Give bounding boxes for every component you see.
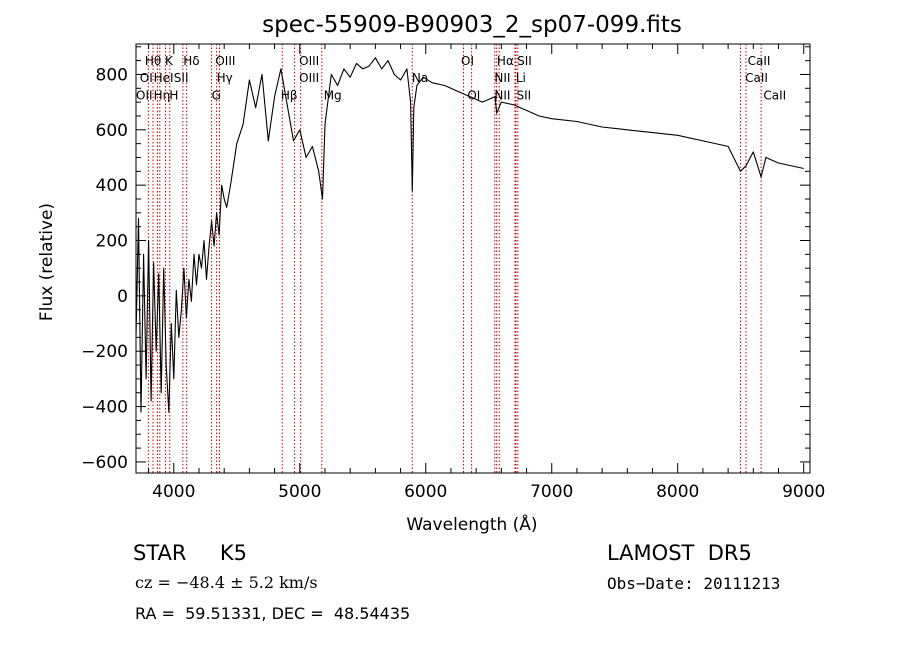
y-tick-label: 600 (96, 121, 128, 141)
line-label: OI (467, 88, 480, 102)
spectral-line-markers (147, 44, 762, 473)
x-axis-label: Wavelength (Å) (406, 513, 537, 535)
object-classification: STAR K5 (133, 541, 247, 565)
line-label: K (165, 54, 174, 68)
line-label: HeI (154, 71, 174, 85)
line-label: Na (412, 71, 428, 85)
survey-name: LAMOST DR5 (607, 541, 752, 565)
line-label: SII (174, 71, 189, 85)
y-axis-label: Flux (relative) (37, 203, 57, 321)
line-label: CaII (763, 88, 786, 102)
line-label: Hγ (217, 71, 233, 85)
y-tick-label: 800 (96, 65, 128, 85)
line-label: Mg (324, 88, 342, 102)
x-tick-label: 9000 (782, 482, 825, 502)
line-label: OI (461, 54, 474, 68)
x-tick-label: 6000 (404, 482, 447, 502)
y-tick-label: −400 (81, 398, 128, 418)
line-label: Hδ (183, 54, 199, 68)
line-label: Hα (497, 54, 514, 68)
sky-coordinates: RA = 59.51331, DEC = 48.54435 (135, 604, 411, 623)
line-label: OIII (299, 54, 319, 68)
plot-frame (135, 43, 811, 474)
line-label: CaII (745, 71, 768, 85)
x-axis-tick-labels: 4000 5000 6000 7000 8000 9000 (152, 482, 825, 502)
line-label: Li (516, 71, 526, 85)
y-axis-tick-labels: −600 −400 −200 0 200 400 600 800 (81, 65, 128, 472)
line-label: OIII (299, 71, 319, 85)
line-label: G (212, 88, 221, 102)
redshift-velocity: cz = −48.4 ± 5.2 km/s (135, 573, 318, 592)
y-tick-label: 400 (96, 176, 128, 196)
line-label: Hη (154, 88, 171, 102)
x-tick-label: 5000 (278, 482, 321, 502)
x-tick-label: 4000 (152, 482, 195, 502)
line-label: SII (516, 88, 531, 102)
y-tick-label: −200 (81, 342, 128, 362)
line-label: H (169, 88, 178, 102)
chart-title: spec-55909-B90903_2_sp07-099.fits (262, 12, 682, 38)
line-label: OI (140, 71, 153, 85)
line-label: Hθ (145, 54, 161, 68)
x-tick-label: 8000 (656, 482, 699, 502)
y-axis-ticks (136, 46, 810, 463)
y-tick-label: −600 (81, 453, 128, 473)
y-tick-label: 0 (117, 287, 128, 307)
x-tick-label: 7000 (530, 482, 573, 502)
observation-date: Obs−Date: 20111213 (607, 574, 781, 593)
spectrum-line (135, 57, 804, 413)
line-label: OIII (215, 54, 235, 68)
line-label: NII (494, 88, 510, 102)
line-label: OII (136, 88, 153, 102)
line-label: NII (494, 71, 510, 85)
line-label: CaII (748, 54, 771, 68)
line-label: Hβ (281, 88, 298, 102)
line-label: SII (517, 54, 532, 68)
x-axis-ticks (148, 44, 805, 473)
y-tick-label: 200 (96, 232, 128, 252)
